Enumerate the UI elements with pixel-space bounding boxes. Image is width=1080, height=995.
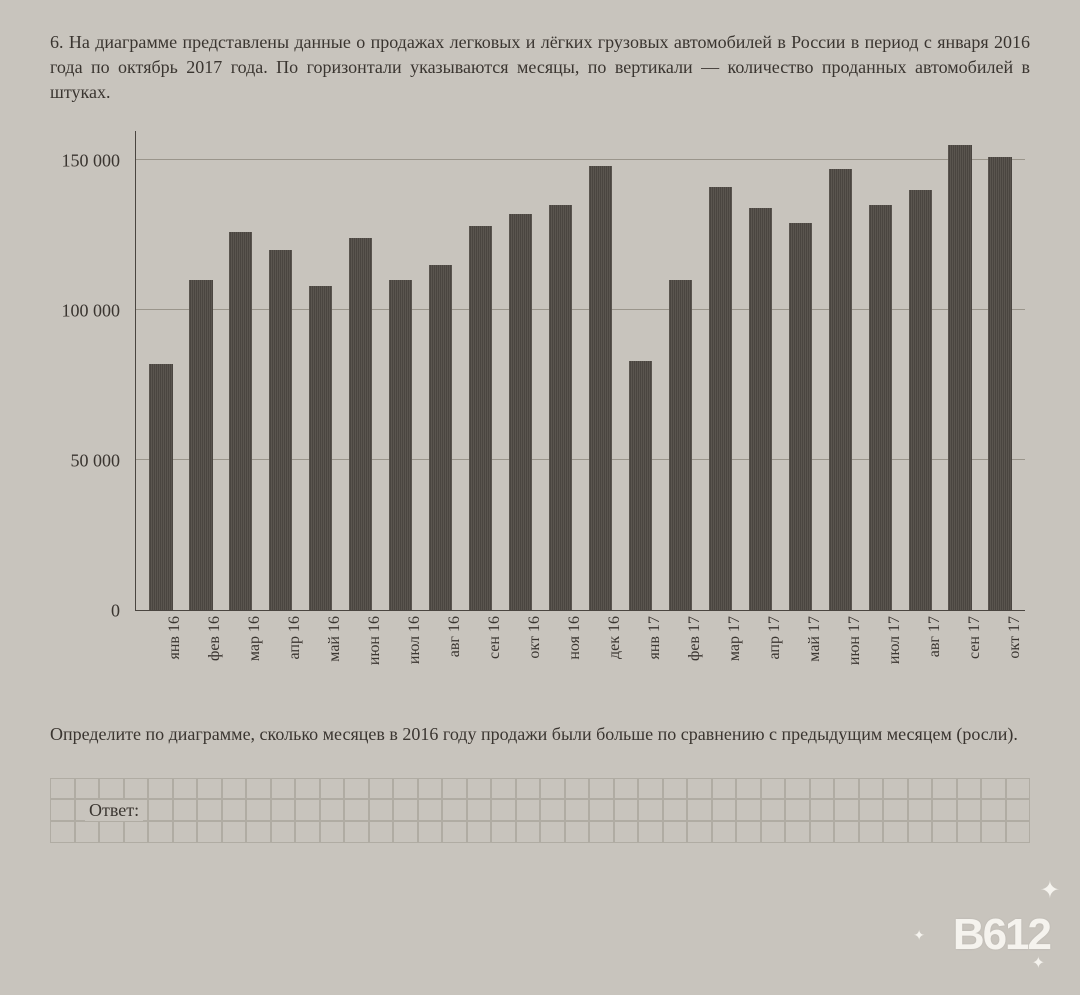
bar-slot xyxy=(820,131,860,610)
bar-slot xyxy=(620,131,660,610)
bar-slot xyxy=(740,131,780,610)
bar-slot xyxy=(301,131,341,610)
answer-grid xyxy=(50,778,1030,843)
star-icon: ✦ xyxy=(1040,876,1060,905)
bar xyxy=(429,265,452,610)
plot-area xyxy=(135,131,1025,611)
bar-slot xyxy=(181,131,221,610)
bar xyxy=(189,280,212,610)
bar xyxy=(948,145,971,610)
bar xyxy=(149,364,172,610)
y-tick-label: 150 000 xyxy=(62,150,121,171)
bar-slot xyxy=(940,131,980,610)
bar xyxy=(549,205,572,610)
bar xyxy=(629,361,652,610)
bar xyxy=(669,280,692,610)
bar-slot xyxy=(141,131,181,610)
bar xyxy=(309,286,332,610)
bar xyxy=(469,226,492,610)
bar-slot xyxy=(381,131,421,610)
bar xyxy=(269,250,292,610)
bar xyxy=(229,232,252,610)
bar xyxy=(749,208,772,610)
bar-slot xyxy=(900,131,940,610)
bar-slot xyxy=(501,131,541,610)
star-icon: ✦ xyxy=(1032,953,1045,973)
problem-body: На диаграмме представлены данные о прода… xyxy=(50,32,1030,102)
bars-group xyxy=(136,131,1025,610)
bar xyxy=(709,187,732,610)
bar xyxy=(389,280,412,610)
star-icon: ✦ xyxy=(913,928,925,945)
bar-slot xyxy=(461,131,501,610)
bar-slot xyxy=(700,131,740,610)
problem-number: 6. xyxy=(50,32,64,52)
bar-slot xyxy=(780,131,820,610)
answer-section: Ответ: xyxy=(50,778,1030,848)
y-tick-label: 0 xyxy=(111,600,120,621)
problem-statement: 6. На диаграмме представлены данные о пр… xyxy=(50,30,1030,106)
bar-slot xyxy=(860,131,900,610)
bar xyxy=(349,238,372,610)
bar-slot xyxy=(421,131,461,610)
bar xyxy=(869,205,892,610)
bar-slot xyxy=(980,131,1020,610)
bar-slot xyxy=(660,131,700,610)
x-axis: янв 16фев 16мар 16апр 16май 16июн 16июл … xyxy=(135,616,1025,691)
bar-slot xyxy=(541,131,581,610)
y-tick-label: 100 000 xyxy=(62,300,121,321)
bar xyxy=(789,223,812,610)
bar-slot xyxy=(341,131,381,610)
answer-label: Ответ: xyxy=(85,800,143,821)
bar-slot xyxy=(221,131,261,610)
y-axis: 050 000100 000150 000 xyxy=(50,131,130,611)
question-text: Определите по диаграмме, сколько месяцев… xyxy=(50,721,1030,748)
y-tick-label: 50 000 xyxy=(71,450,121,471)
bar xyxy=(509,214,532,610)
bar xyxy=(988,157,1011,610)
bar xyxy=(589,166,612,610)
bar-chart: 0 50 000 100 000 150 000 янв 16фев 16мар 16… xyxy=(50,131,1030,691)
bar-slot xyxy=(580,131,620,610)
bar xyxy=(909,190,932,610)
bar-slot xyxy=(261,131,301,610)
bar xyxy=(829,169,852,610)
x-tick-label: окт 17 xyxy=(1006,616,1024,659)
